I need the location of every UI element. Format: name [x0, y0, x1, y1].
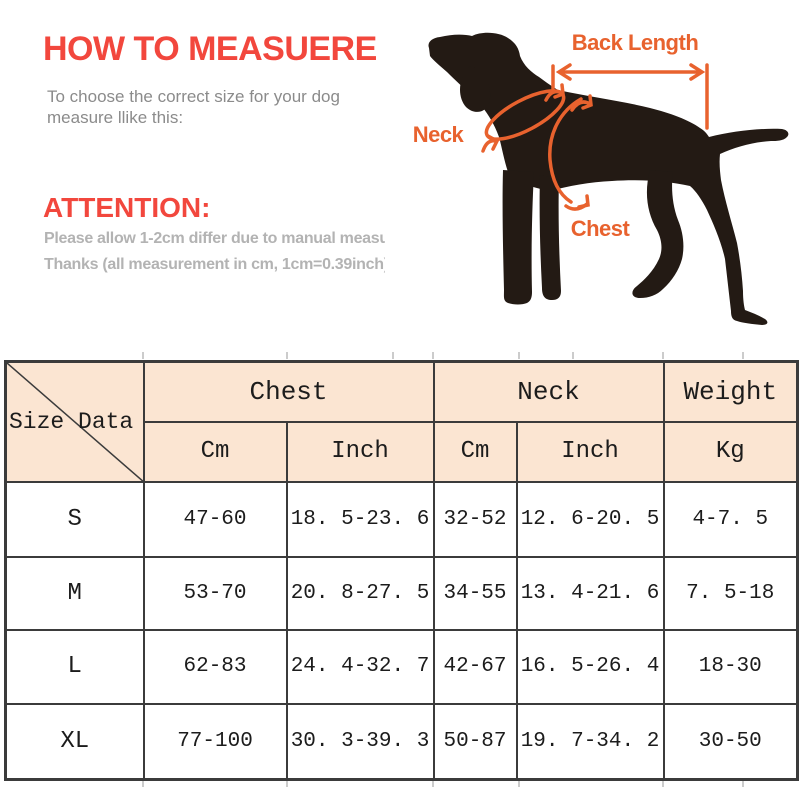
chest-cm-cell: 62-83: [142, 628, 288, 705]
neck-cm-cell: 50-87: [432, 702, 518, 781]
size-table: Size Data Chest Neck Weight Cm Inch Cm I…: [4, 360, 799, 781]
chest-inch-cell: 30. 3-39. 3: [285, 702, 435, 781]
intro-text: To choose the correct size for your dog …: [47, 86, 340, 128]
neck-cm-cell: 34-55: [432, 555, 518, 631]
gridline-tick: [142, 352, 144, 359]
neck-inch-cell: 16. 5-26. 4: [515, 628, 665, 705]
neck-measure-ring: [481, 83, 566, 153]
size-cell: XL: [4, 702, 145, 781]
dog-measurement-diagram: [400, 10, 800, 350]
dog-silhouette-graphic: [428, 32, 789, 325]
chest-cm-cell: 47-60: [142, 480, 288, 558]
size-data-corner-cell: Size Data: [4, 360, 145, 483]
attention-note: Please allow 1-2cm differ due to manual …: [44, 226, 385, 278]
neck-inch-header: Inch: [515, 420, 665, 483]
gridline-tick: [662, 780, 664, 787]
chest-measure-band: [548, 94, 593, 211]
size-cell: M: [4, 555, 145, 631]
size-cell: S: [4, 480, 145, 558]
table-row-l: L 62-83 24. 4-32. 7 42-67 16. 5-26. 4 18…: [4, 628, 799, 705]
back-length-arrow: [551, 63, 709, 130]
gridline-tick: [662, 352, 664, 359]
chest-cm-header: Cm: [142, 420, 288, 483]
size-cell: L: [4, 628, 145, 705]
neck-cm-header: Cm: [432, 420, 518, 483]
page-title: HOW TO MEASUERE: [43, 30, 377, 68]
weight-kg-cell: 4-7. 5: [662, 480, 799, 558]
neck-group-header: Neck: [432, 360, 665, 423]
gridline-tick: [286, 780, 288, 787]
chest-cm-cell: 77-100: [142, 702, 288, 781]
chest-label: Chest: [570, 216, 630, 241]
chest-inch-cell: 20. 8-27. 5: [285, 555, 435, 631]
diagonal-divider: [7, 363, 145, 483]
neck-inch-cell: 13. 4-21. 6: [515, 555, 665, 631]
chest-inch-cell: 24. 4-32. 7: [285, 628, 435, 705]
weight-kg-cell: 18-30: [662, 628, 799, 705]
gridline-tick: [742, 352, 744, 359]
table-row-xl: XL 77-100 30. 3-39. 3 50-87 19. 7-34. 2 …: [4, 702, 799, 781]
weight-kg-header: Kg: [662, 420, 799, 483]
gridline-tick: [742, 780, 744, 787]
gridline-tick: [392, 352, 394, 359]
neck-inch-cell: 19. 7-34. 2: [515, 702, 665, 781]
weight-group-header: Weight: [662, 360, 799, 423]
gridline-tick: [518, 352, 520, 359]
gridline-tick: [142, 780, 144, 787]
gridline-tick: [518, 780, 520, 787]
neck-inch-cell: 12. 6-20. 5: [515, 480, 665, 558]
gridline-tick: [286, 352, 288, 359]
gridline-tick: [432, 352, 434, 359]
attention-line-2: Thanks (all measurement in cm, 1cm=0.39i…: [44, 256, 385, 273]
table-row-m: M 53-70 20. 8-27. 5 34-55 13. 4-21. 6 7.…: [4, 555, 799, 631]
attention-line-1: Please allow 1-2cm differ due to manual …: [44, 230, 385, 247]
gridline-tick: [432, 780, 434, 787]
gridline-tick: [572, 352, 574, 359]
chest-inch-header: Inch: [285, 420, 435, 483]
chest-inch-cell: 18. 5-23. 6: [285, 480, 435, 558]
intro-line-1: To choose the correct size for your dog: [47, 87, 340, 106]
attention-heading: ATTENTION:: [43, 192, 211, 223]
corner-label: Size Data: [9, 408, 134, 435]
neck-label: Neck: [412, 122, 464, 147]
weight-kg-cell: 7. 5-18: [662, 555, 799, 631]
back-length-label: Back Length: [571, 30, 699, 55]
neck-cm-cell: 42-67: [432, 628, 518, 705]
table-row-s: S 47-60 18. 5-23. 6 32-52 12. 6-20. 5 4-…: [4, 480, 799, 558]
chest-group-header: Chest: [142, 360, 435, 423]
chest-cm-cell: 53-70: [142, 555, 288, 631]
dog-silhouette: [428, 32, 789, 325]
weight-kg-cell: 30-50: [662, 702, 799, 781]
intro-line-2: measure llike this:: [47, 108, 184, 127]
neck-cm-cell: 32-52: [432, 480, 518, 558]
